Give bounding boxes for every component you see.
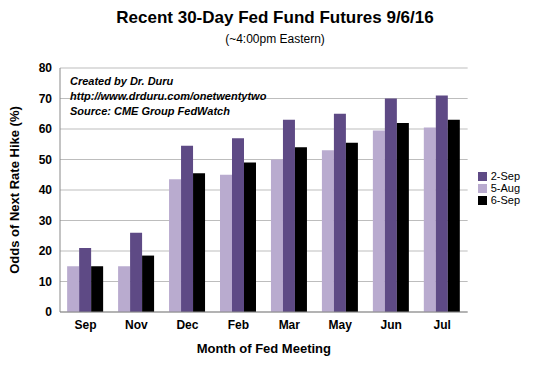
svg-text:Odds of Next Rate Hike (%): Odds of Next Rate Hike (%) [8, 106, 22, 274]
html-text:5-Aug: 5-Aug [490, 181, 520, 194]
svg-text:20: 20 [39, 244, 53, 258]
svg-text:0: 0 [45, 305, 52, 319]
svg-text:Sep: Sep [74, 318, 96, 332]
svg-text:80: 80 [39, 61, 53, 75]
svg-text:Feb: Feb [228, 318, 249, 332]
svg-text:40: 40 [39, 183, 53, 197]
svg-text:Mar: Mar [279, 318, 301, 332]
svg-text:60: 60 [39, 122, 53, 136]
svg-text:50: 50 [39, 153, 53, 167]
html-text:Created by Dr. Duru: Created by Dr. Duru [70, 75, 174, 87]
html-text:(~4:00pm Eastern): (~4:00pm Eastern) [225, 32, 325, 46]
svg-text:May: May [329, 318, 353, 332]
html-text:6-Sep: 6-Sep [490, 193, 520, 206]
html-text:2-Sep: 2-Sep [490, 169, 520, 182]
html-text:http://www.drduru.com/onetwent: http://www.drduru.com/onetwentytwo [70, 90, 267, 102]
svg-text:30: 30 [39, 214, 53, 228]
svg-text:Jun: Jun [381, 318, 402, 332]
svg-text:Month of Fed Meeting: Month of Fed Meeting [197, 341, 331, 356]
svg-text:Jul: Jul [433, 318, 450, 332]
svg-text:10: 10 [39, 275, 53, 289]
svg-text:Dec: Dec [176, 318, 198, 332]
html-text:Source: CME Group FedWatch: Source: CME Group FedWatch [70, 105, 230, 117]
html-text:Recent 30-Day Fed Fund Futures: Recent 30-Day Fed Fund Futures 9/6/16 [116, 8, 434, 27]
svg-text:Nov: Nov [125, 318, 148, 332]
svg-text:70: 70 [39, 92, 53, 106]
